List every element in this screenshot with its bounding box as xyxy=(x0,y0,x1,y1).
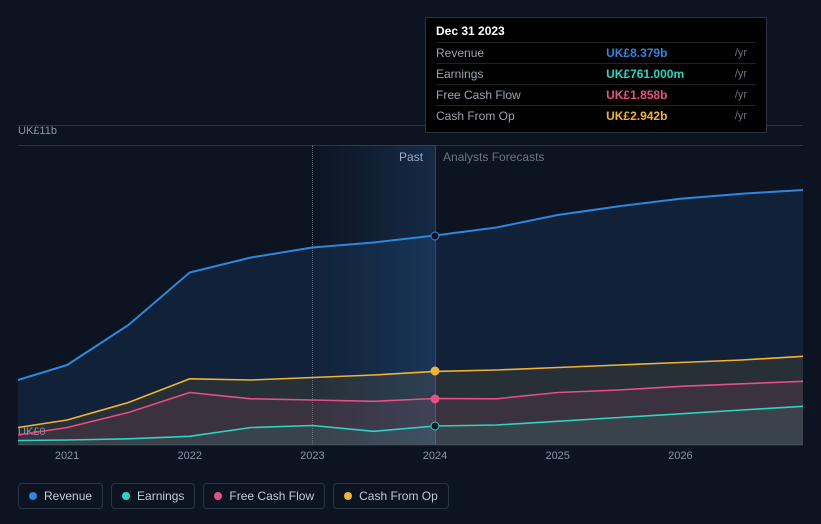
section-label-past: Past xyxy=(399,150,423,164)
cursor-marker-cash_from_op xyxy=(431,367,440,376)
cursor-marker-fcf xyxy=(431,394,440,403)
tooltip-row-unit: /yr xyxy=(733,64,756,85)
legend-dot-icon xyxy=(214,492,222,500)
legend-dot-icon xyxy=(122,492,130,500)
tooltip-row-unit: /yr xyxy=(733,43,756,64)
legend-item-cash_from_op[interactable]: Cash From Op xyxy=(333,483,449,509)
legend-item-revenue[interactable]: Revenue xyxy=(18,483,103,509)
x-tick: 2024 xyxy=(423,450,447,462)
tooltip-row: RevenueUK£8.379b/yr xyxy=(436,43,756,64)
tooltip-date: Dec 31 2023 xyxy=(436,24,756,38)
tooltip-row: EarningsUK£761.000m/yr xyxy=(436,64,756,85)
legend-item-fcf[interactable]: Free Cash Flow xyxy=(203,483,325,509)
x-tick: 2022 xyxy=(177,450,201,462)
tooltip-row-label: Revenue xyxy=(436,43,606,64)
tooltip-row: Cash From OpUK£2.942b/yr xyxy=(436,106,756,127)
tooltip-row-label: Cash From Op xyxy=(436,106,606,127)
x-tick: 2023 xyxy=(300,450,324,462)
legend-item-earnings[interactable]: Earnings xyxy=(111,483,195,509)
legend-dot-icon xyxy=(29,492,37,500)
section-label-forecast: Analysts Forecasts xyxy=(443,150,544,164)
x-tick: 2021 xyxy=(55,450,79,462)
tooltip-row-unit: /yr xyxy=(733,85,756,106)
tooltip-row-value: UK£2.942b xyxy=(606,106,733,127)
legend-label: Revenue xyxy=(44,489,92,503)
cursor-marker-earnings xyxy=(431,421,440,430)
tooltip-table: RevenueUK£8.379b/yrEarningsUK£761.000m/y… xyxy=(436,42,756,126)
x-axis: 2021 2022 2023 2024 2025 2026 xyxy=(18,450,803,470)
legend: Revenue Earnings Free Cash Flow Cash From O… xyxy=(18,483,449,509)
hover-tooltip: Dec 31 2023 RevenueUK£8.379b/yrEarningsU… xyxy=(425,17,767,133)
chart-plot-area[interactable] xyxy=(18,170,803,445)
legend-label: Cash From Op xyxy=(359,489,438,503)
cursor-marker-revenue xyxy=(431,231,440,240)
chart-svg xyxy=(18,170,803,445)
tooltip-row-value: UK£1.858b xyxy=(606,85,733,106)
tooltip-row-value: UK£761.000m xyxy=(606,64,733,85)
tooltip-row-label: Free Cash Flow xyxy=(436,85,606,106)
chart-root: UK£11b UK£0 Past Analysts Forecasts 2021… xyxy=(0,0,821,524)
tooltip-row-unit: /yr xyxy=(733,106,756,127)
legend-label: Free Cash Flow xyxy=(229,489,314,503)
y-tick-max: UK£11b xyxy=(18,125,57,137)
tooltip-row: Free Cash FlowUK£1.858b/yr xyxy=(436,85,756,106)
section-divider xyxy=(18,145,803,146)
x-tick: 2025 xyxy=(545,450,569,462)
tooltip-row-label: Earnings xyxy=(436,64,606,85)
legend-dot-icon xyxy=(344,492,352,500)
x-tick: 2026 xyxy=(668,450,692,462)
tooltip-row-value: UK£8.379b xyxy=(606,43,733,64)
legend-label: Earnings xyxy=(137,489,184,503)
